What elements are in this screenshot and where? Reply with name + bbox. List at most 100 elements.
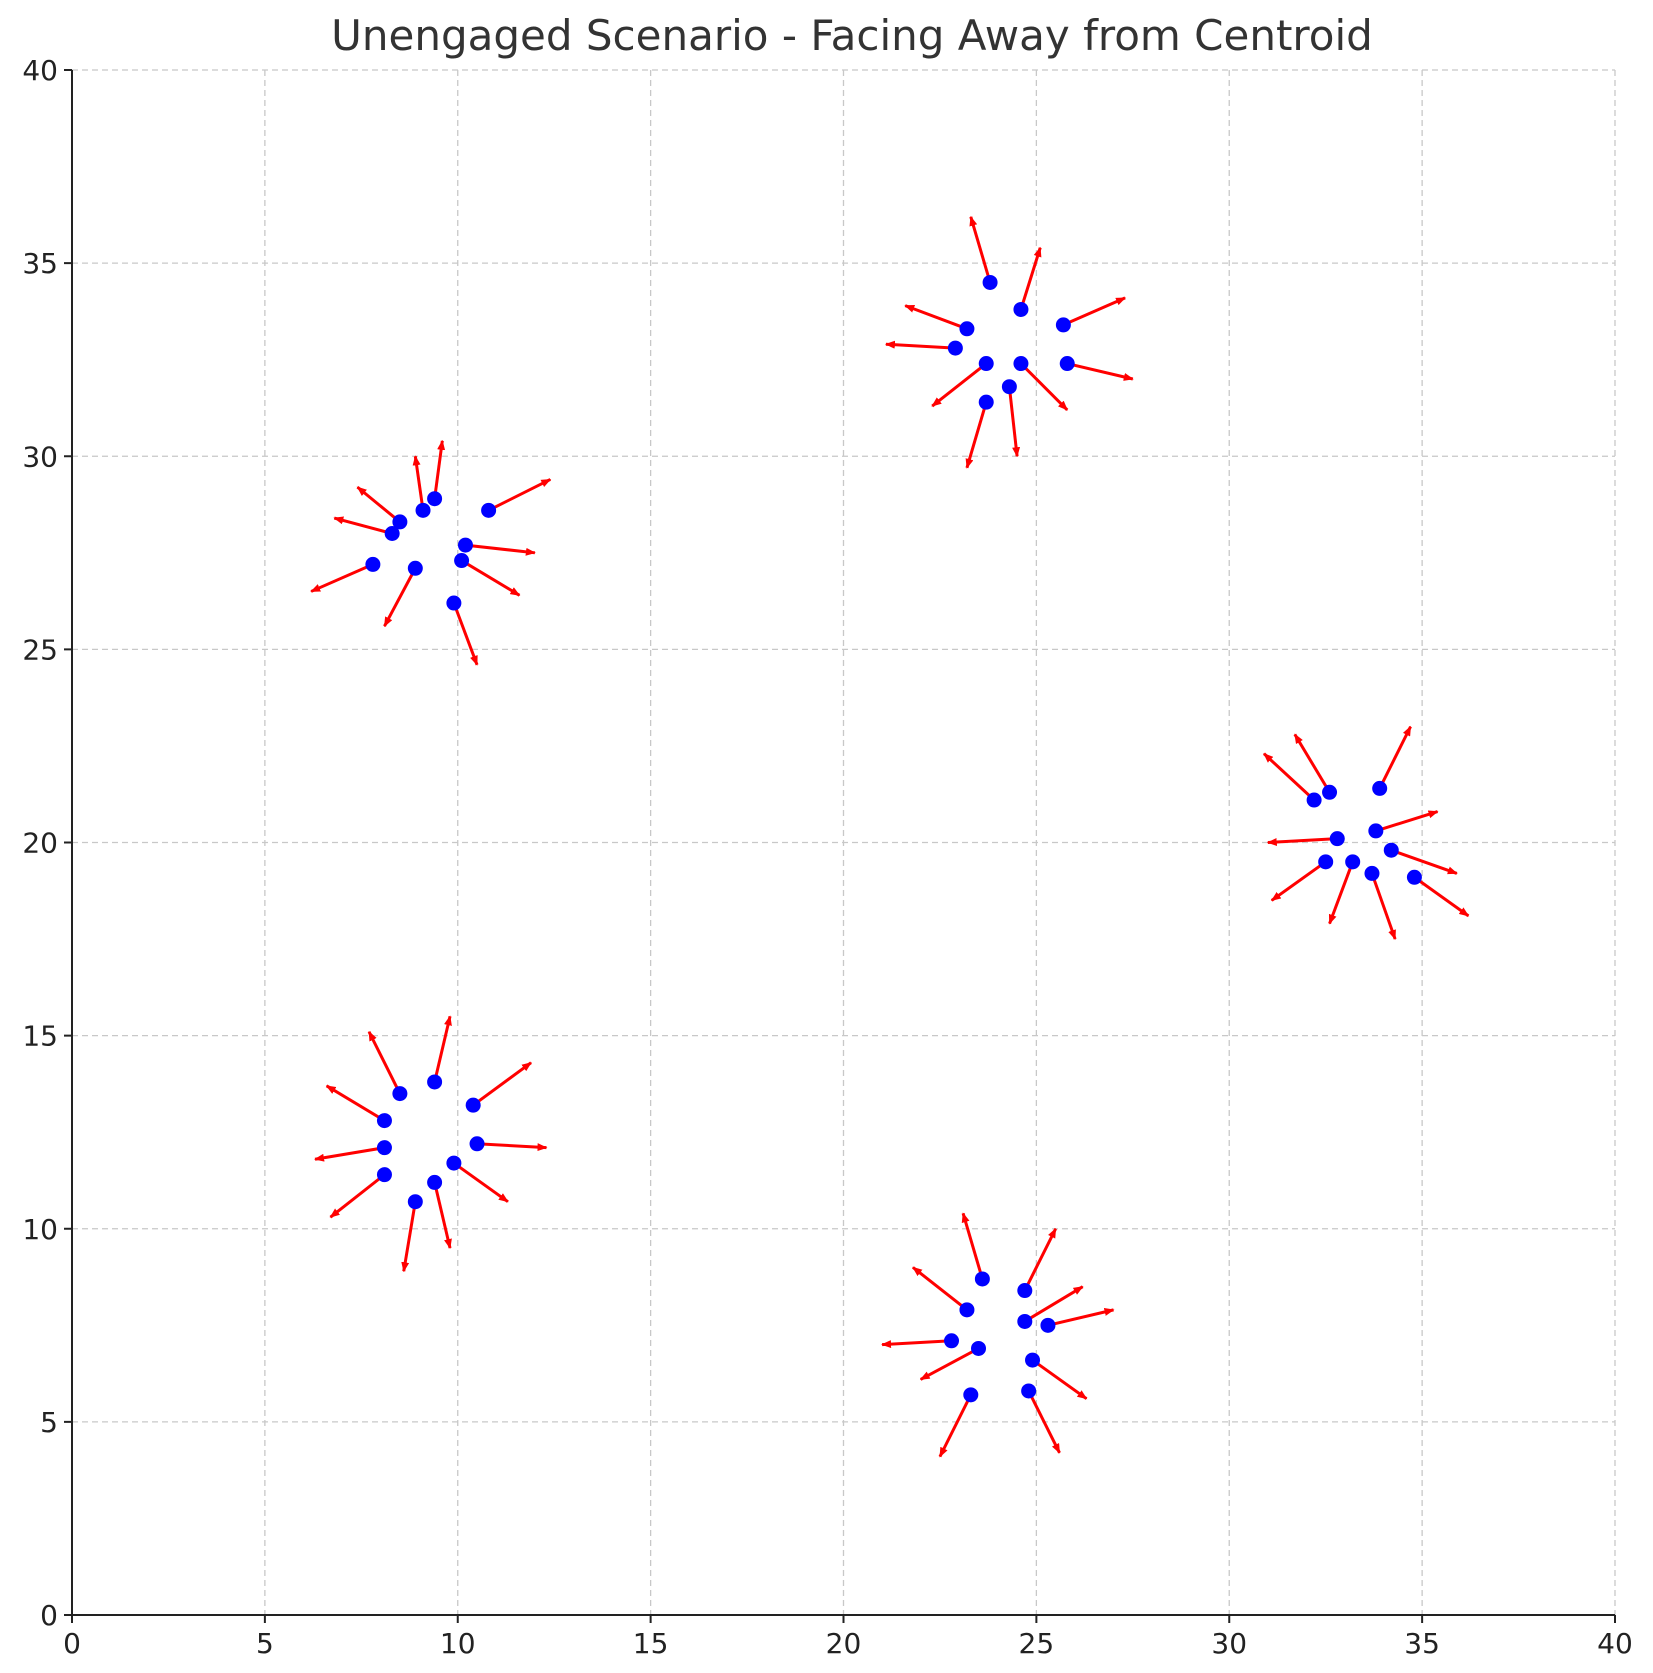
person-point: [978, 356, 994, 372]
person-point: [407, 560, 423, 576]
person-point: [1364, 865, 1380, 881]
direction-arrow: [453, 1161, 509, 1203]
person-point: [454, 553, 470, 569]
person-point: [457, 537, 473, 553]
person-point: [415, 502, 431, 518]
x-tick-label: 0: [63, 1627, 81, 1660]
x-tick-label: 15: [633, 1627, 669, 1660]
grid-lines: [72, 69, 1616, 1615]
direction-arrow: [1019, 246, 1042, 310]
person-point: [974, 1271, 990, 1287]
x-tick-label: 20: [826, 1627, 862, 1660]
direction-arrow: [1062, 296, 1127, 327]
person-point: [1025, 1352, 1041, 1368]
y-tick-label: 25: [22, 633, 58, 666]
person-point: [1059, 356, 1075, 372]
direction-arrow: [919, 1347, 980, 1381]
y-tick-label: 15: [22, 1020, 58, 1053]
y-tick-label: 10: [22, 1213, 58, 1246]
person-point: [465, 1097, 481, 1113]
person-point: [427, 1174, 443, 1190]
y-tick-label: 35: [22, 247, 58, 280]
direction-arrow: [1007, 386, 1021, 458]
chart-title: Unengaged Scenario - Facing Away from Ce…: [331, 11, 1373, 60]
direction-arrows: [310, 215, 1470, 1458]
person-point: [1383, 842, 1399, 858]
person-point: [1406, 869, 1422, 885]
direction-arrow: [1023, 1227, 1058, 1292]
direction-arrow: [329, 1173, 386, 1219]
person-point: [959, 1302, 975, 1318]
person-point: [1017, 1313, 1033, 1329]
x-tick-label: 10: [440, 1627, 476, 1660]
person-point: [1017, 1283, 1033, 1299]
direction-arrow: [472, 1061, 532, 1107]
person-point: [978, 394, 994, 410]
direction-arrow: [969, 215, 992, 283]
direction-arrow: [1047, 1308, 1115, 1327]
direction-arrow: [367, 1030, 402, 1095]
person-point: [1322, 784, 1338, 800]
direction-arrow: [904, 304, 968, 331]
person-point: [982, 274, 998, 290]
direction-arrow: [452, 602, 479, 666]
y-tick-label: 20: [22, 827, 58, 860]
person-point: [1318, 854, 1334, 870]
person-points: [365, 274, 1422, 1403]
direction-arrow: [412, 455, 425, 511]
x-tick-label: 40: [1597, 1627, 1633, 1660]
person-point: [376, 1140, 392, 1156]
person-point: [947, 340, 963, 356]
person-point: [446, 1155, 462, 1171]
x-tick-label: 35: [1404, 1627, 1440, 1660]
axes: 0 5 10 15 20 25 30 35 40 0 5 10 15 20 25 30 35 40: [22, 54, 1632, 1660]
direction-arrow: [1266, 837, 1338, 846]
direction-arrow: [356, 485, 401, 524]
x-tick-label: 30: [1211, 1627, 1247, 1660]
person-point: [1013, 356, 1029, 372]
person-point: [392, 514, 408, 530]
person-point: [384, 526, 400, 541]
person-point: [446, 595, 462, 611]
direction-arrow: [1390, 848, 1458, 875]
direction-arrow: [1370, 872, 1397, 941]
direction-arrow: [965, 401, 988, 469]
direction-arrow: [314, 1146, 385, 1162]
person-point: [392, 1086, 408, 1102]
direction-arrow: [1066, 362, 1134, 381]
person-point: [407, 1194, 423, 1210]
direction-arrow: [938, 1394, 973, 1458]
person-point: [1372, 780, 1388, 796]
direction-arrow: [310, 563, 374, 593]
direction-arrow: [487, 478, 552, 512]
direction-arrow: [1413, 876, 1470, 918]
person-point: [963, 1387, 979, 1403]
direction-arrow: [1024, 1285, 1084, 1323]
direction-arrow: [1270, 860, 1327, 902]
direction-arrow: [1328, 861, 1355, 925]
person-point: [365, 556, 381, 572]
person-point: [944, 1333, 960, 1349]
y-tick-label: 5: [40, 1406, 58, 1439]
direction-arrow: [1378, 725, 1412, 790]
direction-arrow: [383, 567, 417, 628]
person-point: [1001, 379, 1017, 395]
y-tick-label: 30: [22, 440, 58, 473]
person-point: [1368, 823, 1384, 839]
direction-arrow: [1262, 752, 1316, 802]
person-point: [481, 502, 497, 518]
person-point: [1040, 1317, 1056, 1333]
person-point: [469, 1136, 485, 1152]
direction-arrow: [912, 1266, 968, 1312]
direction-arrow: [1375, 810, 1439, 833]
direction-arrow: [460, 559, 521, 597]
direction-arrow: [433, 1015, 452, 1083]
person-point: [427, 491, 443, 507]
person-point: [1345, 854, 1361, 870]
person-point: [1306, 792, 1322, 808]
x-tick-label: 5: [256, 1627, 274, 1660]
person-point: [1021, 1383, 1037, 1399]
direction-arrow: [881, 1339, 952, 1349]
direction-arrow: [1027, 1390, 1061, 1454]
